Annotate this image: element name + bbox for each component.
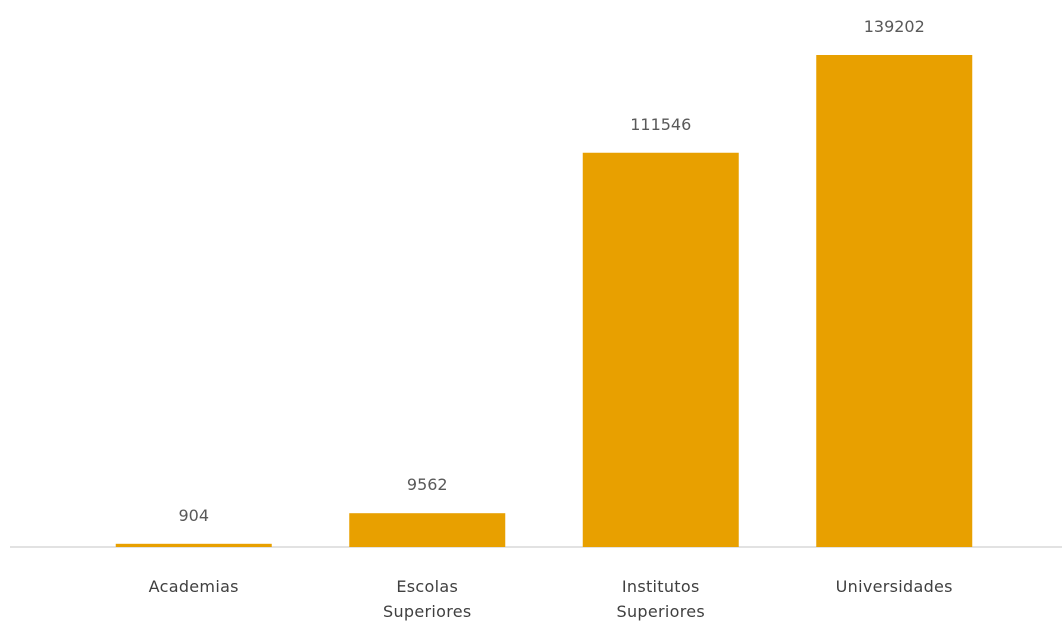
x-tick-label: Universidades <box>835 577 953 596</box>
data-label: 111546 <box>630 114 692 134</box>
data-label: 9562 <box>406 475 448 495</box>
x-tick-label: Escolas Superiores <box>382 577 472 621</box>
bar <box>816 55 973 547</box>
data-label: 139202 <box>863 17 925 36</box>
data-label: 904 <box>178 505 210 525</box>
bar <box>582 152 739 548</box>
bar <box>115 543 272 547</box>
x-tick-label: Academias <box>148 577 239 596</box>
x-tick-label: Institutos Superiores <box>616 577 705 621</box>
bar <box>349 513 506 547</box>
